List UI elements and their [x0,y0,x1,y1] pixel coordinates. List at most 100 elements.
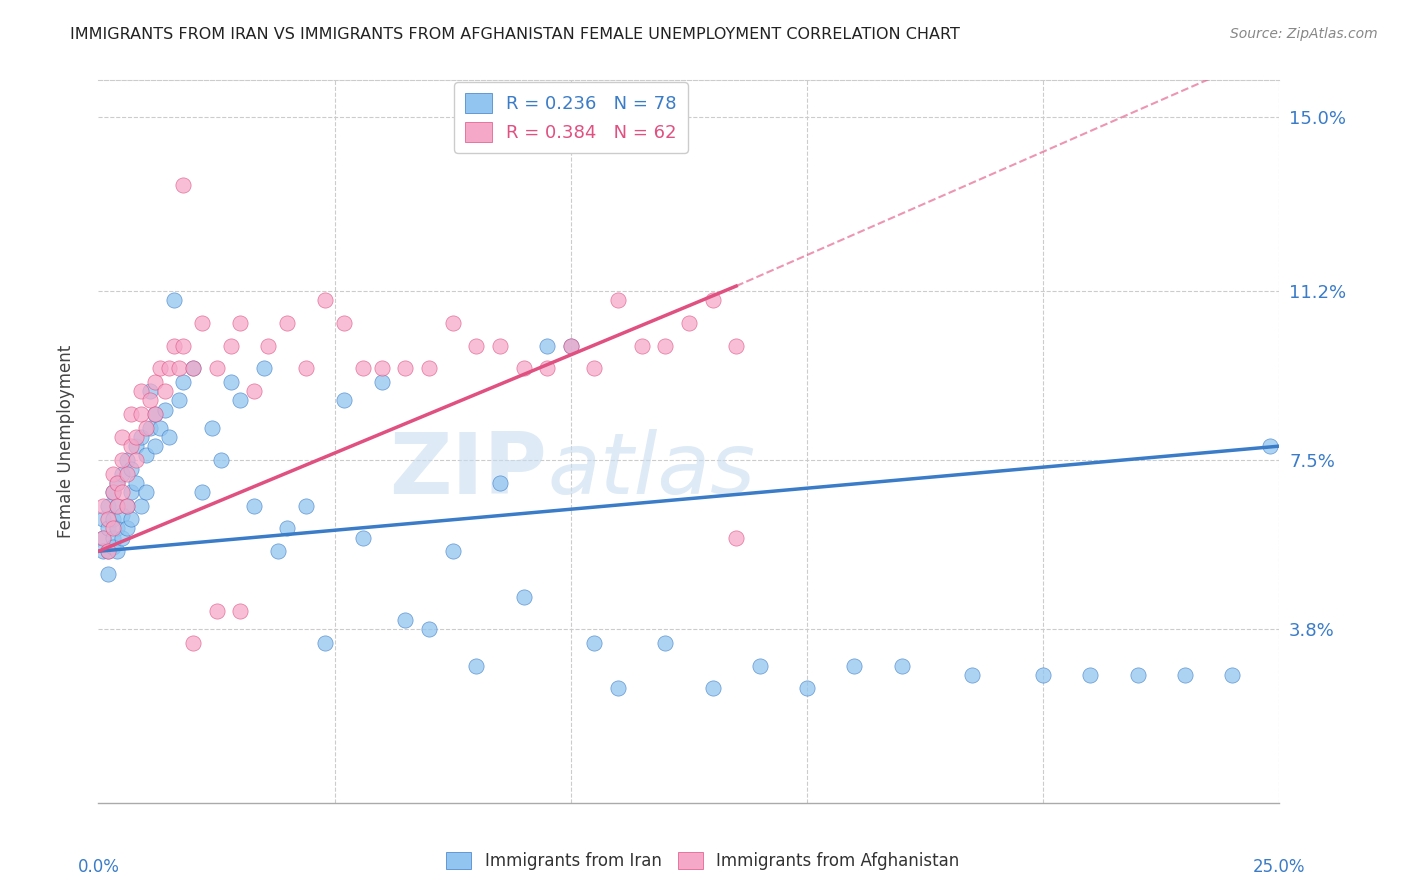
Point [267,544,290,558]
Point [135,448,157,462]
Point [111,453,134,467]
Point [333,316,356,330]
Point [1126,667,1149,681]
Point [962,667,984,681]
Text: ZIP: ZIP [389,429,547,512]
Point [115,467,138,481]
Point [607,681,630,696]
Point [129,430,152,444]
Point [121,439,143,453]
Point [607,293,630,307]
Point [129,384,152,399]
Point [101,484,124,499]
Point [157,361,180,376]
Point [654,636,676,650]
Point [441,316,464,330]
Point [111,531,134,545]
Point [91,512,114,526]
Point [139,393,162,408]
Point [702,681,724,696]
Point [243,499,266,513]
Point [115,521,138,535]
Point [105,544,128,558]
Point [91,531,114,545]
Point [101,531,124,545]
Point [91,531,114,545]
Point [125,453,148,467]
Point [97,499,120,513]
Point [465,338,488,352]
Point [489,475,512,490]
Point [314,636,336,650]
Point [121,462,143,476]
Point [105,499,128,513]
Point [167,361,190,376]
Point [890,658,912,673]
Point [135,421,157,435]
Point [630,338,652,352]
Point [157,430,180,444]
Point [172,338,194,352]
Point [115,499,138,513]
Point [844,658,866,673]
Point [371,375,394,389]
Point [111,484,134,499]
Point [229,604,252,618]
Point [125,430,148,444]
Y-axis label: Female Unemployment: Female Unemployment [56,345,75,538]
Point [1220,667,1243,681]
Point [181,361,204,376]
Point [149,361,172,376]
Point [97,512,120,526]
Text: Source: ZipAtlas.com: Source: ZipAtlas.com [1230,27,1378,41]
Point [702,293,724,307]
Point [105,521,128,535]
Point [253,361,276,376]
Point [276,521,298,535]
Point [101,521,124,535]
Point [105,475,128,490]
Point [97,521,120,535]
Point [219,375,242,389]
Point [205,361,228,376]
Point [101,540,124,554]
Point [111,430,134,444]
Point [465,658,488,673]
Point [276,316,298,330]
Point [135,484,157,499]
Point [172,375,194,389]
Point [725,338,748,352]
Point [91,499,114,513]
Point [91,544,114,558]
Legend: R = 0.236   N = 78, R = 0.384   N = 62: R = 0.236 N = 78, R = 0.384 N = 62 [454,82,688,153]
Point [125,439,148,453]
Point [101,484,124,499]
Point [153,384,176,399]
Point [418,361,440,376]
Point [191,316,214,330]
Point [295,361,318,376]
Legend: Immigrants from Iran, Immigrants from Afghanistan: Immigrants from Iran, Immigrants from Af… [440,845,966,877]
Point [560,338,582,352]
Point [796,681,818,696]
Point [97,544,120,558]
Point [725,531,748,545]
Point [654,338,676,352]
Point [512,361,534,376]
Point [352,361,374,376]
Point [121,484,143,499]
Text: 25.0%: 25.0% [1253,858,1306,876]
Point [143,439,166,453]
Point [143,407,166,421]
Point [125,475,148,490]
Point [143,375,166,389]
Point [243,384,266,399]
Point [115,453,138,467]
Point [209,453,232,467]
Point [191,484,214,499]
Point [143,407,166,421]
Point [129,499,152,513]
Point [105,475,128,490]
Point [512,590,534,604]
Point [371,361,394,376]
